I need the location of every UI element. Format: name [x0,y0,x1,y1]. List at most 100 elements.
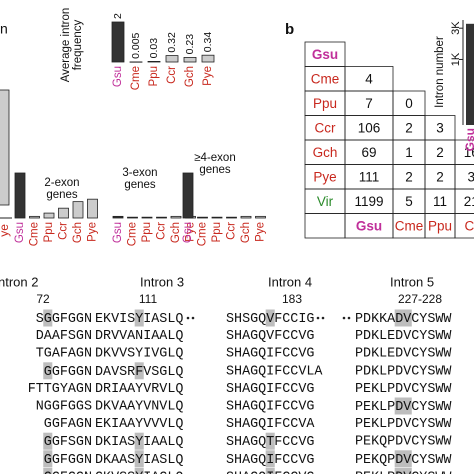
row-label: Gch [313,145,338,160]
sequence-part: IAGLQ [143,470,183,474]
sequence: SHAGQTFCCVG [226,435,314,450]
sequence-part: FCCVG [274,452,314,467]
separator-dot [186,316,190,320]
count: 2 [436,145,444,160]
count: 0 [405,96,413,111]
bar [201,54,215,63]
bar [14,172,26,219]
sequence: FTTGYAGN [28,382,92,397]
category-label: Pye [202,66,214,86]
highlight [134,467,144,474]
sequence: DKVAAYVNVLQ [95,400,183,415]
separator-dot [342,316,346,320]
category-label: Cme [197,222,209,246]
bar [240,215,252,219]
sequence-part: IAALQ [143,435,183,450]
sequence: GKVSSYIAGLQ [95,470,183,474]
count: 1 [405,145,413,160]
count: 11 [433,194,447,209]
bar [127,216,138,219]
sequence-part: GKVSS [95,470,135,474]
sequence: SGGFGGN [36,312,92,327]
highlighted-residue: G [44,470,52,474]
highlighted-residue: I [266,470,274,474]
category-label: Cme [29,222,41,246]
sequence: GGFGGN [44,364,92,379]
group-label: genes [199,164,231,176]
sequence-part: VSGLQ [143,364,183,379]
sequence: PEKLPDVCYSWW [355,417,452,432]
sequence: SHAGQIFCCVG [226,400,314,415]
sequence: SHAGQIFCCVG [226,452,314,467]
sequence-part: DKAAS [95,452,135,467]
category-label: Gch [240,222,252,243]
highlight [134,362,144,380]
sequence: GGFSGN [44,435,92,450]
sequence: SHSGQVFCCIG [226,312,314,327]
bar [211,216,223,219]
bar [255,215,266,219]
highlight [265,450,275,468]
y-tick-label: 1K [450,52,462,66]
category-label: Gsu [14,222,26,243]
sequence: DKVVSYIVGLQ [95,347,183,362]
row-label: Gsu [312,47,338,62]
highlighted-residue: G [44,364,52,379]
highlighted-residue: DV [395,470,411,474]
highlighted-residue: DV [395,452,411,467]
sequence-part: SHAGQ [226,470,266,474]
sequence-part: DKIAS [95,435,135,450]
value-label: 0.34 [202,32,214,53]
count: 4 [365,71,373,86]
count: 111 [359,169,380,184]
highlight [134,450,144,468]
category-label: Ppu [148,66,160,86]
category-label: Ccr [58,222,70,240]
highlighted-residue: DV [395,400,411,415]
sequence: SHAGQVFCCVG [226,329,314,344]
column-label: Gsu [356,218,382,233]
bar [111,21,125,63]
highlight [394,450,412,468]
bar [112,215,124,219]
count: 5 [405,194,413,209]
highlight [43,432,53,450]
highlight [134,309,144,327]
highlighted-residue: Y [135,452,143,467]
sequence: EKIAAYVVVLQ [95,417,183,432]
bar [226,216,237,219]
sequence: NGGFGGS [36,400,92,415]
sequence-part: SHAGQ [226,435,266,450]
value-label: 0.005 [130,32,142,58]
bar [183,57,197,63]
sequence-part: GFGGN [52,452,92,467]
sequence: SHAGQIFCCVA [226,417,315,432]
sequence: PDKLPDVCYSWW [355,364,452,379]
highlighted-residue: Y [135,435,143,450]
count: 1199 [354,194,383,209]
sequence: EKVISYIASLQ [95,312,183,327]
cell [304,213,346,239]
category-label: Gch [170,222,182,243]
sequence-part: DAVSR [95,364,135,379]
position-label: 72 [36,292,50,306]
category-label: Cme [130,66,142,90]
category-label: Ccr [226,222,238,240]
category-label: Ppu [43,222,55,242]
separator-dot [316,316,320,320]
bar [156,216,167,219]
sequence-part: FCCIG [274,312,314,327]
sequence-part: GFGGN [52,470,92,474]
sequence-part: CYSWW [411,470,452,474]
sequence: SHAGQIFCCVG [226,470,314,474]
position-label: 111 [139,292,158,306]
value-label: 2 [112,13,124,19]
y-axis-label: frequency [72,20,84,71]
panel-label: b [285,21,294,38]
separator-dot [347,316,351,320]
category-label: Pye [87,222,99,242]
group-label: 2-exon [44,177,79,189]
bar [43,212,55,219]
bar [182,172,194,219]
sequence: DRVVANIAALQ [95,329,183,344]
